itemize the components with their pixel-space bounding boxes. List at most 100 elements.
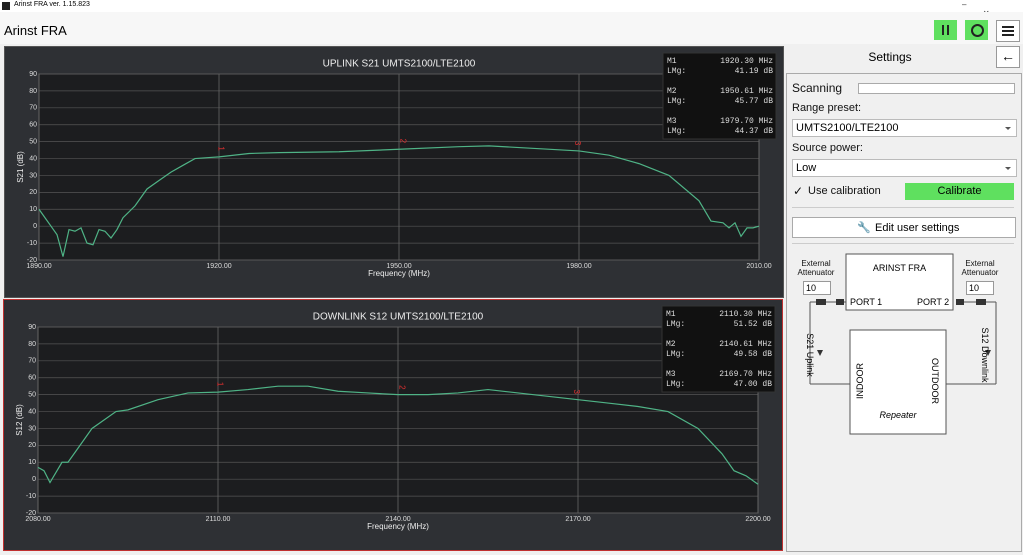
- y-tick-label: -10: [27, 240, 37, 247]
- edit-settings-button[interactable]: 🔧 Edit user settings: [792, 217, 1016, 238]
- repeater-label: Repeater: [879, 410, 917, 420]
- x-tick-label: 2140.00: [385, 516, 410, 523]
- right-attenuator-spin[interactable]: 10: [966, 281, 994, 295]
- separator: [792, 243, 1014, 244]
- settings-header: Settings ←: [785, 44, 1021, 72]
- y-tick-label: -10: [26, 493, 36, 500]
- marker-mode: LMg:: [667, 97, 686, 106]
- indoor-label: INDOOR: [855, 363, 865, 399]
- y-tick-label: 40: [28, 408, 36, 415]
- app-title: Arinst FRA: [4, 23, 67, 38]
- range-preset-dropdown[interactable]: UMTS2100/LTE2100: [792, 119, 1017, 137]
- window-title: Arinst FRA ver. 1.15.823: [14, 1, 90, 8]
- y-tick-label: 80: [29, 88, 37, 95]
- y-tick-label: 90: [29, 71, 37, 78]
- marker-mode: LMg:: [667, 127, 686, 136]
- x-tick-label: 1980.00: [566, 263, 591, 270]
- x-tick-label: 2080.00: [25, 516, 50, 523]
- left-attenuator-spin[interactable]: 10: [803, 281, 831, 295]
- marker-frequency: 2110.30 MHz: [719, 310, 772, 319]
- y-tick-label: 60: [28, 375, 36, 382]
- marker-box: [661, 305, 776, 393]
- y-tick-label: 50: [28, 391, 36, 398]
- x-tick-label: 1920.00: [206, 263, 231, 270]
- x-tick-label: 1890.00: [26, 263, 51, 270]
- marker-level: 41.19 dB: [735, 67, 774, 76]
- marker-level: 44.37 dB: [735, 127, 774, 136]
- downlink-label: S12 Downlink: [980, 327, 990, 383]
- y-tick-label: 0: [33, 223, 37, 230]
- source-power-dropdown[interactable]: Low: [792, 159, 1017, 177]
- chart-panel: UPLINK S21 UMTS2100/LTE2100 -20 -10 0 10 20 30…: [4, 46, 784, 298]
- x-tick-label: 1950.00: [386, 263, 411, 270]
- marker-level: 47.00 dB: [734, 380, 773, 389]
- y-tick-label: 20: [29, 189, 37, 196]
- clear-button[interactable]: [965, 20, 988, 40]
- x-tick-label: 2110.00: [206, 516, 231, 523]
- y-tick-label: 20: [28, 442, 36, 449]
- device-label: ARINST FRA: [872, 263, 927, 273]
- chart-title: UPLINK S21 UMTS2100/LTE2100: [323, 59, 476, 70]
- chart: UPLINK S21 UMTS2100/LTE2100 -20 -10 0 10 20 30…: [16, 52, 777, 278]
- marker-point: 2: [399, 139, 408, 144]
- marker-name: M3: [667, 117, 677, 126]
- y-tick-label: 30: [29, 172, 37, 179]
- chart-title: DOWNLINK S12 UMTS2100/LTE2100: [313, 312, 484, 323]
- y-tick-label: 90: [28, 324, 36, 331]
- chart-panel: DOWNLINK S12 UMTS2100/LTE2100 -20 -10 0 10 20…: [3, 299, 783, 551]
- marker-point: 1: [216, 382, 225, 387]
- marker-name: M2: [667, 87, 677, 96]
- marker-point: 2: [398, 385, 407, 390]
- y-tick-label: 60: [29, 122, 37, 129]
- marker-frequency: 1950.61 MHz: [720, 87, 773, 96]
- settings-panel: [786, 73, 1022, 552]
- marker-mode: LMg:: [666, 380, 685, 389]
- marker-mode: LMg:: [666, 350, 685, 359]
- left-attenuator-label: External Attenuator: [797, 259, 835, 277]
- calibrate-button[interactable]: Calibrate: [905, 183, 1014, 200]
- back-button[interactable]: ←: [996, 46, 1020, 68]
- app-header: Arinst FRA: [0, 12, 1023, 44]
- marker-frequency: 2169.70 MHz: [719, 370, 772, 379]
- source-power-label: Source power:: [792, 142, 863, 154]
- scanning-label: Scanning: [792, 81, 843, 95]
- marker-frequency: 2140.61 MHz: [719, 340, 772, 349]
- title-bar: Arinst FRA ver. 1.15.823 –▫✕: [0, 0, 1023, 18]
- y-tick-label: 70: [29, 105, 37, 112]
- y-tick-label: -20: [27, 257, 37, 264]
- pause-button[interactable]: [934, 20, 957, 40]
- marker-name: M3: [666, 370, 676, 379]
- x-axis-label: Frequency (MHz): [367, 522, 429, 531]
- y-tick-label: 10: [28, 459, 36, 466]
- marker-point: 3: [573, 141, 582, 146]
- marker-level: 51.52 dB: [734, 320, 773, 329]
- marker-name: M1: [667, 57, 677, 66]
- x-tick-label: 2200.00: [745, 516, 770, 523]
- marker-level: 49.58 dB: [734, 350, 773, 359]
- x-tick-label: 2010.00: [746, 263, 771, 270]
- y-tick-label: 40: [29, 155, 37, 162]
- marker-box: [662, 52, 777, 140]
- y-tick-label: 80: [28, 341, 36, 348]
- marker-level: 45.77 dB: [735, 97, 774, 106]
- port1-label: PORT 1: [850, 297, 883, 307]
- menu-button[interactable]: [996, 20, 1020, 42]
- x-tick-label: 2170.00: [565, 516, 590, 523]
- marker-frequency: 1979.70 MHz: [720, 117, 773, 126]
- marker-point: 1: [217, 146, 226, 151]
- edit-settings-label: Edit user settings: [875, 222, 960, 234]
- y-tick-label: 70: [28, 358, 36, 365]
- app-icon: [2, 2, 10, 10]
- scanning-progress: [858, 83, 1015, 94]
- y-tick-label: -20: [26, 510, 36, 517]
- range-preset-label: Range preset:: [792, 102, 862, 114]
- calibration-checkbox[interactable]: ✓: [793, 184, 804, 198]
- marker-mode: LMg:: [667, 67, 686, 76]
- y-axis-label: S12 (dB): [15, 404, 24, 436]
- data-line: [37, 385, 759, 485]
- outdoor-label: OUTDOOR: [930, 358, 940, 404]
- settings-title: Settings: [868, 50, 912, 64]
- marker-frequency: 1920.30 MHz: [720, 57, 773, 66]
- port2-label: PORT 2: [917, 297, 950, 307]
